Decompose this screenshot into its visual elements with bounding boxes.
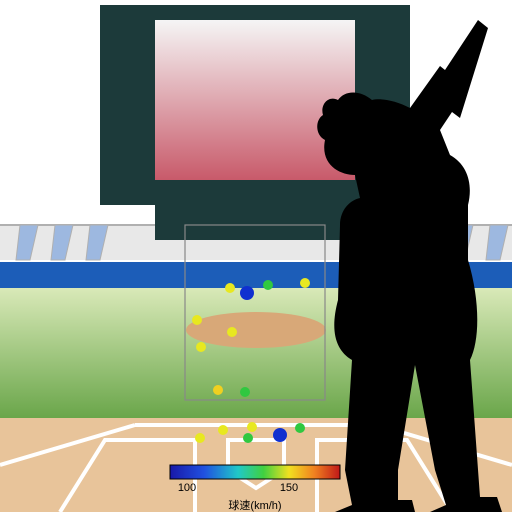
pitch-point [218,425,228,435]
colorbar-tick: 100 [178,482,196,494]
pitch-chart: 100 150 球速(km/h) [0,0,512,512]
pitch-point [225,283,235,293]
colorbar [170,465,340,479]
chart-svg: 100 150 球速(km/h) [0,0,512,512]
colorbar-label: 球速(km/h) [228,498,281,512]
pitch-point [273,428,287,442]
colorbar-tick: 150 [280,482,298,494]
pitch-point [192,315,202,325]
pitch-point [240,286,254,300]
scoreboard-screen [155,20,355,180]
pitch-point [227,327,237,337]
pitch-point [243,433,253,443]
pitch-point [263,280,273,290]
pitch-point [196,342,206,352]
pitch-point [300,278,310,288]
pitch-point [213,385,223,395]
pitch-point [240,387,250,397]
pitch-point [195,433,205,443]
pitch-point [247,422,257,432]
pitchers-mound [186,312,326,348]
pitch-point [295,423,305,433]
